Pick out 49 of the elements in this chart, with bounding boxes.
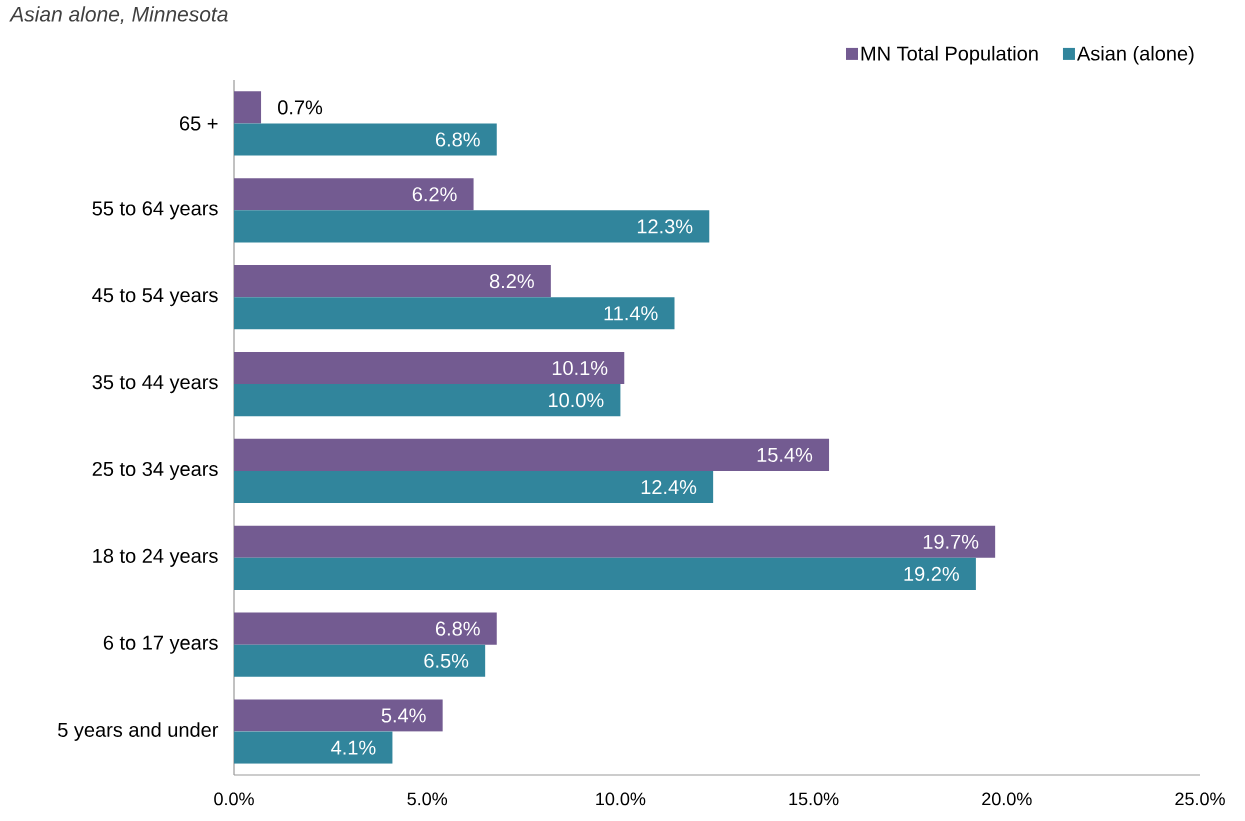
legend-label: MN Total Population <box>861 45 1038 65</box>
data-label: 6.5% <box>424 653 469 668</box>
bar <box>234 297 675 330</box>
data-label: 19.2% <box>904 566 959 581</box>
legend-label: Asian (alone) <box>1076 45 1194 65</box>
bar <box>234 210 710 243</box>
data-label: 12.3% <box>637 219 693 234</box>
data-label: 10.0% <box>549 393 604 408</box>
chart-subtitle: Asian alone, Minnesota <box>9 6 228 25</box>
data-label: 6.2% <box>412 187 457 202</box>
y-tick-label: 35 to 44 years <box>92 375 218 394</box>
data-label: 6.8% <box>435 132 480 147</box>
y-tick-label: 45 to 54 years <box>92 288 218 307</box>
data-label: 4.1% <box>331 740 376 755</box>
x-tick-label: 25.0% <box>1175 792 1225 806</box>
x-tick-label: 5.0% <box>407 792 448 806</box>
data-label: 12.4% <box>641 479 697 495</box>
data-label: 19.7% <box>923 534 979 549</box>
bar <box>234 178 474 211</box>
bar <box>234 731 393 764</box>
y-tick-label: 65 + <box>180 116 218 131</box>
y-tick-label: 25 to 34 years <box>92 461 218 481</box>
y-tick-label: 6 to 17 years <box>103 635 218 654</box>
data-label: 8.2% <box>489 274 534 289</box>
bar <box>234 123 497 156</box>
y-tick-label: 55 to 64 years <box>92 201 218 220</box>
bar <box>234 438 830 471</box>
bar <box>234 525 996 558</box>
data-label: 5.4% <box>381 708 426 723</box>
x-tick-label: 20.0% <box>982 792 1032 806</box>
bar <box>234 351 625 385</box>
bar <box>234 644 486 677</box>
bar <box>234 91 262 124</box>
data-label: 15.4% <box>757 447 813 462</box>
x-tick-label: 15.0% <box>789 792 839 806</box>
data-label: 0.7% <box>278 100 323 115</box>
bar <box>234 470 714 504</box>
bar <box>234 699 443 732</box>
bar <box>234 384 621 417</box>
bar <box>234 265 551 298</box>
y-tick-label: 5 years and under <box>58 722 219 741</box>
x-tick-label: 0.0% <box>214 792 254 806</box>
data-label: 10.1% <box>552 360 608 376</box>
x-tick-label: 10.0% <box>596 792 646 806</box>
bar <box>234 612 497 645</box>
data-label: 6.8% <box>435 621 480 636</box>
bar <box>234 557 976 590</box>
y-tick-label: 18 to 24 years <box>93 548 218 567</box>
data-label: 11.4% <box>604 306 658 321</box>
